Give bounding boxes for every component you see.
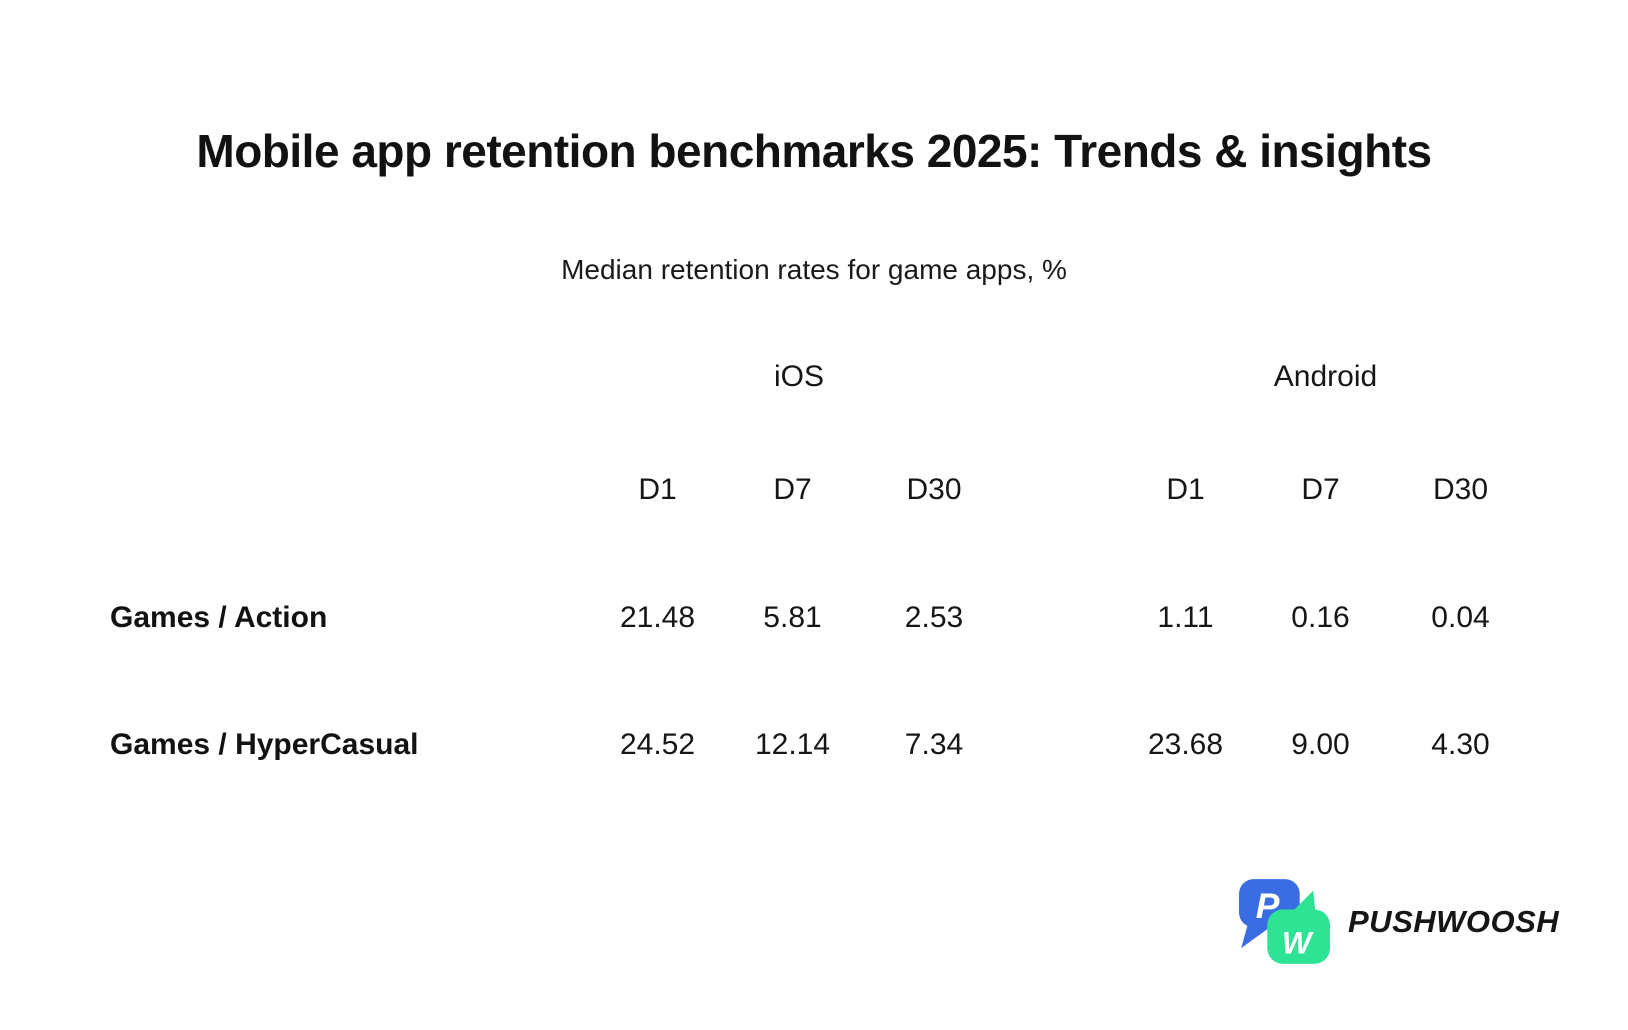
green-bubble: W (1267, 890, 1330, 964)
table-row-games-hypercasual: Games / HyperCasual 24.52 12.14 7.34 23.… (110, 723, 1533, 767)
value-hypercasual-android-d30: 4.30 (1431, 728, 1490, 761)
col-header-ios-d30: D30 (906, 473, 962, 506)
value-hypercasual-android-d1: 23.68 (1147, 728, 1224, 761)
value-action-android-d7: 0.16 (1291, 601, 1350, 634)
value-action-android-d30: 0.04 (1431, 601, 1490, 634)
value-action-ios-d7: 5.81 (763, 601, 822, 634)
col-header-android-d30: D30 (1432, 473, 1489, 506)
pushwoosh-logo: P W PUSHWOOSH (1238, 878, 1559, 966)
platform-header-android: Android (1273, 360, 1378, 393)
value-action-ios-d1: 21.48 (619, 601, 696, 634)
col-header-android-d1: D1 (1166, 473, 1205, 506)
platform-header-row: iOS Android (110, 355, 1533, 399)
day-header-row: D1 D7 D30 D1 D7 D30 (110, 468, 1533, 512)
value-hypercasual-ios-d30: 7.34 (904, 728, 964, 761)
pushwoosh-bubbles-icon: P W (1239, 879, 1330, 964)
page-subtitle: Median retention rates for game apps, % (561, 254, 1067, 285)
value-hypercasual-ios-d7: 12.14 (754, 728, 831, 761)
value-hypercasual-android-d7: 9.00 (1291, 728, 1350, 761)
blue-bubble: P (1239, 879, 1300, 949)
value-hypercasual-ios-d1: 24.52 (619, 728, 696, 761)
row-label: Games / Action (110, 601, 328, 634)
col-header-ios-d7: D7 (773, 473, 812, 506)
value-action-ios-d30: 2.53 (904, 601, 964, 634)
col-header-ios-d1: D1 (638, 473, 677, 506)
row-label: Games / HyperCasual (110, 728, 419, 761)
value-action-android-d1: 1.11 (1157, 601, 1214, 634)
col-header-android-d7: D7 (1301, 473, 1340, 506)
page-title: Mobile app retention benchmarks 2025: Tr… (196, 125, 1432, 177)
monogram-w: W (1282, 925, 1314, 960)
brand-wordmark: PUSHWOOSH (1348, 904, 1560, 939)
table-row-games-action: Games / Action 21.48 5.81 2.53 1.11 0.16… (110, 596, 1533, 640)
platform-header-ios: iOS (773, 360, 824, 393)
